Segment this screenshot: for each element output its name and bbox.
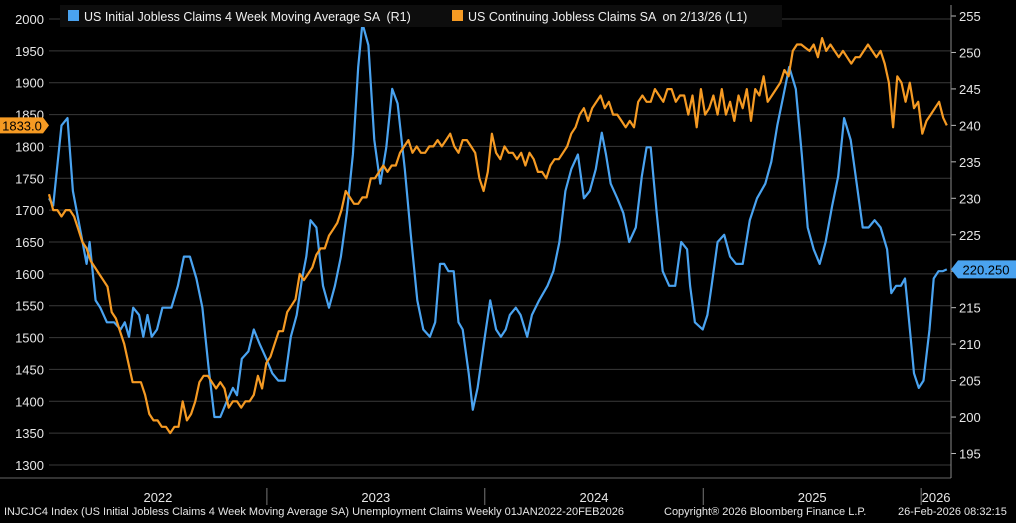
x-axis-labels: 2022 2023 2024 2025 2026 [143, 490, 950, 505]
left-tick-1400: 1400 [15, 394, 44, 409]
legend-background [60, 5, 782, 27]
legend-label-continuing: US Continuing Jobless Claims SA on 2/13/… [468, 10, 747, 24]
left-axis: 1300 1350 1400 1450 1500 1550 1600 1650 1700 1750… [15, 12, 44, 473]
right-tick-230: 230 [959, 191, 981, 206]
legend-swatch-initial [68, 10, 79, 21]
right-tick-205: 205 [959, 374, 981, 389]
right-tick-235: 235 [959, 155, 981, 170]
left-tick-1800: 1800 [15, 139, 44, 154]
initial-claims-line [48, 22, 948, 419]
left-tick-1500: 1500 [15, 331, 44, 346]
continuing-claims-line [47, 37, 948, 435]
legend: US Initial Jobless Claims 4 Week Moving … [60, 5, 782, 27]
left-tick-1700: 1700 [15, 203, 44, 218]
right-tick-195: 195 [959, 447, 981, 462]
right-axis: 195200205210215220225230235240245250255 [950, 5, 981, 478]
left-tick-1600: 1600 [15, 267, 44, 282]
x-label-2025: 2025 [798, 490, 827, 505]
right-tick-210: 210 [959, 337, 981, 352]
left-tick-1300: 1300 [15, 458, 44, 473]
legend-label-initial: US Initial Jobless Claims 4 Week Moving … [84, 10, 411, 24]
badge-initial-value: 220.250 [963, 262, 1010, 277]
left-tick-1350: 1350 [15, 426, 44, 441]
badge-continuing-shape [0, 117, 49, 134]
footer-copyright: Copyright® 2026 Bloomberg Finance L.P. [664, 506, 867, 518]
right-tick-225: 225 [959, 228, 981, 243]
x-label-2022: 2022 [143, 490, 172, 505]
x-label-2026: 2026 [922, 490, 951, 505]
right-tick-240: 240 [959, 118, 981, 133]
left-tick-2000: 2000 [15, 12, 44, 27]
right-tick-245: 245 [959, 82, 981, 97]
left-tick-1900: 1900 [15, 76, 44, 91]
grid-lines [0, 18, 951, 479]
x-label-2023: 2023 [361, 490, 390, 505]
badge-initial-last: 220.250 [951, 260, 1016, 279]
last-value-badges: 220.250 1833.0 [0, 117, 1016, 279]
legend-swatch-continuing [452, 10, 463, 21]
left-tick-1550: 1550 [15, 299, 44, 314]
x-axis-separators [266, 488, 922, 505]
right-tick-200: 200 [959, 410, 981, 425]
right-tick-215: 215 [959, 301, 981, 316]
footer-index-description: INJCJC4 Index (US Initial Jobless Claims… [4, 506, 624, 518]
right-tick-255: 255 [959, 9, 981, 24]
badge-continuing-value: 1833.0 [2, 118, 42, 133]
series-lines [47, 22, 948, 435]
right-tick-250: 250 [959, 45, 981, 60]
left-tick-1750: 1750 [15, 171, 44, 186]
left-tick-1650: 1650 [15, 235, 44, 250]
badge-initial-shape [951, 260, 1016, 279]
x-label-2024: 2024 [580, 490, 609, 505]
footer-timestamp: 26-Feb-2026 08:32:15 [898, 506, 1007, 518]
left-tick-1950: 1950 [15, 44, 44, 59]
badge-continuing-last: 1833.0 [0, 117, 49, 134]
left-tick-1450: 1450 [15, 362, 44, 377]
